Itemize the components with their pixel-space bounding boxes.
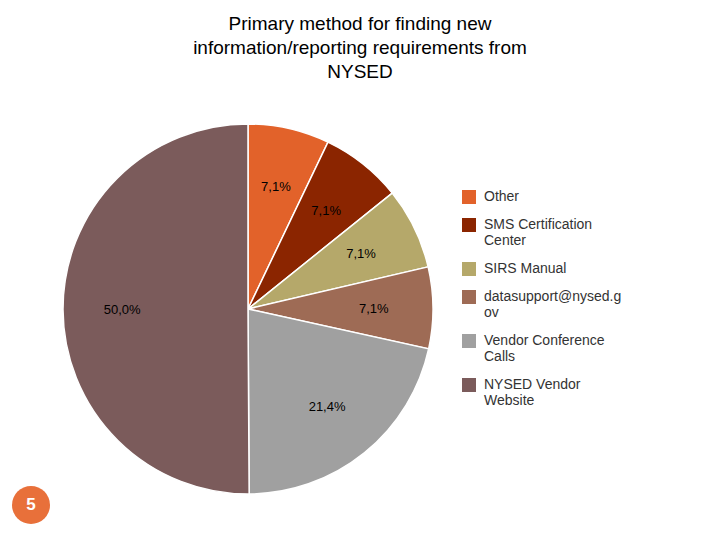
svg-text:7,1%: 7,1%: [261, 179, 291, 194]
html-text:Website: Website: [484, 392, 535, 408]
html-text:information/reporting requirem: information/reporting requirements from: [193, 37, 527, 58]
html-text:5: 5: [26, 495, 36, 514]
html-text:Other: Other: [484, 188, 519, 204]
svg-text:7,1%: 7,1%: [346, 246, 376, 261]
html-text:SMS Certification: SMS Certification: [484, 216, 593, 232]
html-text:Calls: Calls: [484, 348, 516, 364]
svg-text:21,4%: 21,4%: [309, 399, 346, 414]
html-text:ov: ov: [484, 304, 499, 320]
svg-text:50,0%: 50,0%: [104, 302, 141, 317]
html-text:Primary method for finding new: Primary method for finding new: [228, 13, 492, 34]
html-text:NYSED Vendor: NYSED Vendor: [484, 376, 581, 392]
svg-text:7,1%: 7,1%: [311, 203, 341, 218]
svg-text:7,1%: 7,1%: [359, 301, 389, 316]
html-text:NYSED: NYSED: [327, 61, 393, 82]
html-text:Vendor Conference: Vendor Conference: [484, 332, 605, 348]
html-text:SIRS Manual: SIRS Manual: [484, 260, 567, 276]
html-text:datasupport@nysed.g: datasupport@nysed.g: [484, 288, 622, 304]
html-text:Center: Center: [484, 232, 526, 248]
